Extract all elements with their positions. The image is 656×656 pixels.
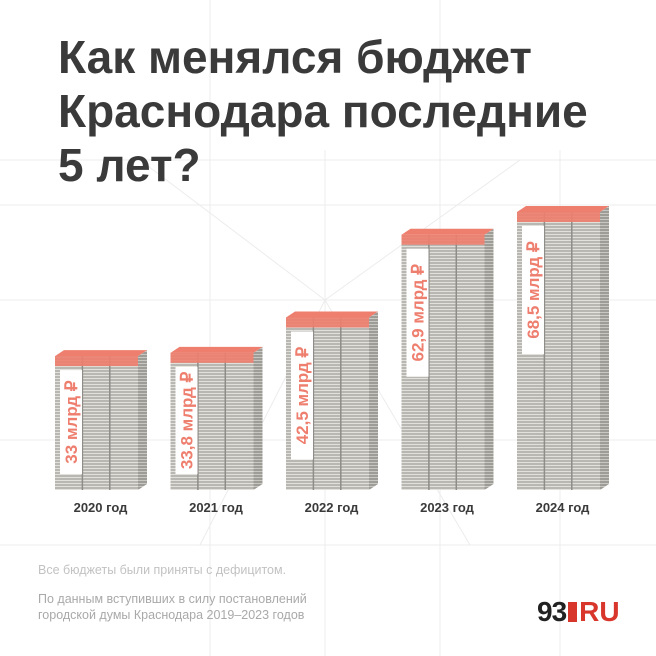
logo-number: 93	[537, 596, 567, 627]
bar-top-band	[170, 352, 254, 363]
category-label: 2024 год	[536, 500, 591, 515]
bar-stack: 33 млрд ₽ 2020 год	[55, 350, 147, 515]
category-label: 2023 год	[420, 500, 475, 515]
value-label: 62,9 млрд ₽	[409, 264, 428, 362]
bar-stack: 33,8 млрд ₽ 2021 год	[170, 346, 263, 515]
bar-stack: 62,9 млрд ₽ 2023 год	[401, 228, 494, 515]
logo-square-icon	[568, 602, 578, 622]
bar-top-notes	[286, 311, 378, 318]
bar-stack: 42,5 млрд ₽ 2022 год	[286, 311, 378, 515]
category-label: 2020 год	[74, 500, 129, 515]
bar-top-band	[286, 317, 369, 328]
value-label: 68,5 млрд ₽	[524, 241, 543, 339]
bar-top-notes	[401, 228, 494, 235]
value-label-box	[291, 331, 313, 460]
source-line-1: По данным вступивших в силу постановлени…	[38, 592, 307, 606]
bar-top-notes	[170, 346, 263, 353]
value-label: 42,5 млрд ₽	[293, 347, 312, 445]
value-label-box	[175, 366, 198, 474]
title-line-3: 5 лет?	[58, 139, 201, 191]
bar-top-band	[517, 212, 600, 222]
bar-stack: 68,5 млрд ₽ 2024 год	[517, 206, 609, 515]
value-label-box	[522, 226, 544, 354]
category-label: 2022 год	[305, 500, 360, 515]
bar-side	[600, 206, 609, 490]
source-line-2: городской думы Краснодара 2019–2023 годо…	[38, 608, 305, 622]
bar-top-notes	[55, 350, 147, 357]
title-line-1: Как менялся бюджет	[58, 31, 532, 83]
site-logo[interactable]: 93 RU	[537, 596, 620, 628]
bar-side	[253, 346, 263, 490]
deficit-note: Все бюджеты были приняты с дефицитом.	[38, 563, 287, 577]
bar-side	[484, 228, 494, 491]
value-label-box	[60, 370, 82, 474]
logo-suffix: RU	[579, 596, 620, 627]
bar-side	[369, 311, 378, 490]
bar-top-band	[55, 356, 138, 367]
bar-top-notes	[517, 206, 609, 212]
value-label: 33,8 млрд ₽	[178, 371, 197, 469]
bar-side	[138, 350, 147, 490]
source-note: По данным вступивших в силу постановлени…	[38, 591, 307, 623]
category-label: 2021 год	[189, 500, 244, 515]
value-label: 33 млрд ₽	[62, 380, 81, 463]
value-label-box	[406, 248, 429, 377]
page-title: Как менялся бюджет Краснодара последние …	[58, 30, 638, 192]
title-line-2: Краснодара последние	[58, 85, 588, 137]
bar-top-band	[401, 234, 485, 245]
